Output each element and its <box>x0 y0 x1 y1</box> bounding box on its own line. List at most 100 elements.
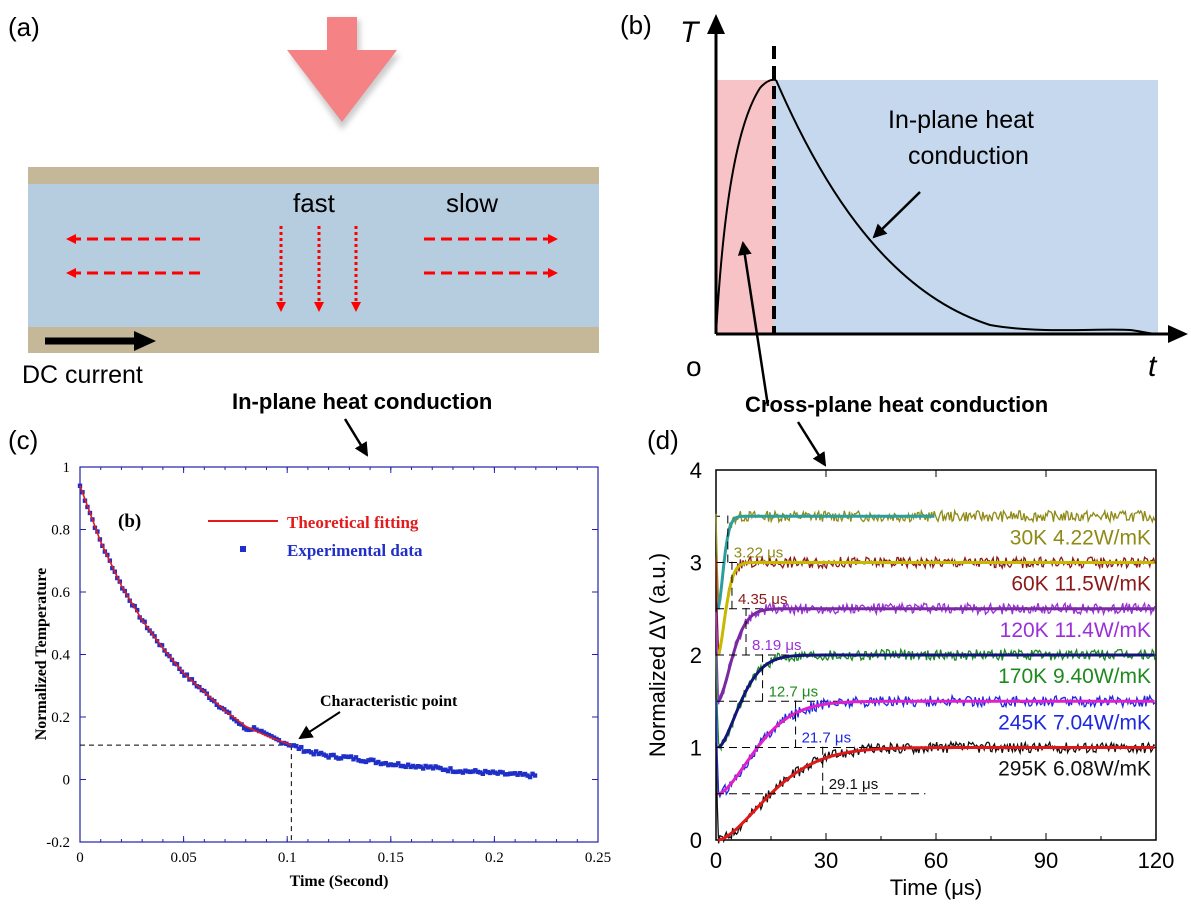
exp-data-point <box>401 763 406 769</box>
panel-c-label: (c) <box>8 425 38 455</box>
cross-plane-pointer <box>737 241 770 407</box>
heating-curve <box>715 78 777 335</box>
exp-data-point <box>373 760 379 766</box>
legend-exp-marker <box>240 546 246 552</box>
top-layer <box>28 167 599 184</box>
exp-data-point <box>261 730 267 735</box>
legend-exp-label: Experimental data <box>287 541 423 560</box>
exp-data-point <box>423 763 428 769</box>
characteristic-point-label: Characteristic point <box>320 693 458 710</box>
plot-d-xtick-label: 60 <box>924 848 948 873</box>
exp-data-point <box>448 766 453 771</box>
exp-data-point <box>301 749 306 754</box>
plot-c-ylabel: Normalized Temperature <box>33 568 50 741</box>
exp-data-point <box>231 717 237 722</box>
exp-data-point <box>430 766 436 771</box>
exp-data-point <box>490 769 495 774</box>
exp-data-point <box>356 758 361 763</box>
exp-data-point <box>468 769 473 775</box>
tau-label: 4.35 μs <box>738 591 788 608</box>
exp-data-point <box>358 758 364 764</box>
exp-data-point <box>266 732 272 738</box>
exp-data-point <box>346 754 351 760</box>
exp-data-point <box>294 743 299 749</box>
exp-data-point <box>498 769 503 775</box>
data-trace <box>715 508 1156 604</box>
exp-data-point <box>331 752 336 758</box>
exp-data-point <box>259 728 264 734</box>
exp-data-point <box>515 772 520 777</box>
tau-label: 29.1 μs <box>829 776 879 793</box>
exp-data-point <box>505 772 510 777</box>
plot-d-ytick-label: 2 <box>690 643 702 668</box>
plot-d-xlabel: Time (μs) <box>890 875 983 900</box>
fit-curve <box>717 607 1155 703</box>
exp-data-point <box>234 719 239 724</box>
plot-d-xtick-label: 0 <box>710 848 722 873</box>
exp-data-point <box>326 755 331 760</box>
panel-c: (c) 0 0.05 0.1 0.15 0.2 0.25 -0.2 0 0.2 0.4 0.6 0.8… <box>8 425 611 890</box>
series-label: 60K 11.5W/mK <box>1011 573 1151 596</box>
fit-curve <box>716 561 1155 656</box>
exp-data-point <box>507 771 513 776</box>
plot-c-xtick-label: 0 <box>76 850 84 866</box>
panel-d: (d) 0 30 60 90 120 0 1 2 3 4 3.22 μs 30K 4.22W/mK 4… <box>645 425 1174 900</box>
series-label: 295K 6.08W/mK <box>998 758 1151 781</box>
exp-data-point <box>246 727 252 733</box>
exp-data-point <box>130 603 135 608</box>
exp-data-point <box>351 757 356 762</box>
exp-data-point <box>493 770 498 775</box>
exp-data-point <box>134 607 140 613</box>
exp-data-point <box>142 619 147 624</box>
exp-data-point <box>378 761 384 767</box>
exp-data-point <box>304 749 309 754</box>
exp-data-point <box>510 771 515 776</box>
plot-c-xlabel: Time (Second) <box>290 873 389 890</box>
in-plane-pointer <box>872 191 921 239</box>
exp-data-point <box>435 765 441 770</box>
plot-d-xtick-label: 30 <box>814 848 838 873</box>
exp-data-point <box>502 772 508 777</box>
exp-data-point <box>338 756 344 761</box>
exp-data-point <box>236 721 242 726</box>
theory-fit-line <box>79 485 292 746</box>
panel-a: (a) fast slow DC current In-plane heat c… <box>8 12 599 457</box>
exp-data-point <box>132 603 137 609</box>
series-label: 30K 4.22W/mK <box>1010 526 1151 549</box>
series-label: 170K 9.40W/mK <box>998 665 1151 688</box>
plot-d-ylabel: Normalized ΔV (a.u.) <box>645 553 670 757</box>
exp-data-point <box>264 731 269 737</box>
region-text-line1: In-plane heat <box>888 106 1034 134</box>
exp-data-point <box>371 757 376 763</box>
plot-c-marks <box>77 483 538 842</box>
exp-data-point <box>408 764 413 770</box>
exp-data-point <box>393 762 398 768</box>
plot-d-ytick-label: 3 <box>690 551 702 576</box>
exp-data-point <box>460 770 466 775</box>
data-trace <box>715 554 1156 656</box>
exp-data-point <box>323 753 329 758</box>
plot-d-xtick-label: 90 <box>1034 848 1058 873</box>
plot-c-ticks: 0 0.05 0.1 0.15 0.2 0.25 -0.2 0 0.2 0.4 0.6 0.8 1 <box>46 460 611 866</box>
panel-a-label: (a) <box>8 12 40 42</box>
exp-data-point <box>363 759 369 765</box>
exp-data-point <box>530 771 535 777</box>
exp-data-point <box>470 769 476 774</box>
exp-data-point <box>244 727 249 732</box>
exp-data-point <box>286 743 292 748</box>
exp-data-point <box>226 710 232 715</box>
exp-data-point <box>291 743 297 748</box>
exp-data-point <box>478 770 483 775</box>
exp-data-point <box>269 734 274 739</box>
dc-current-label: DC current <box>22 361 143 389</box>
exp-data-point <box>527 774 533 780</box>
slow-label: slow <box>446 188 498 218</box>
exp-data-point <box>321 752 326 757</box>
exp-data-point <box>418 764 423 769</box>
exp-data-point <box>333 755 339 760</box>
exp-data-point <box>207 695 212 701</box>
exp-data-point <box>465 769 471 774</box>
exp-data-point <box>396 761 401 766</box>
x-axis-t-label: t <box>1148 350 1158 383</box>
exp-data-point <box>485 769 490 775</box>
